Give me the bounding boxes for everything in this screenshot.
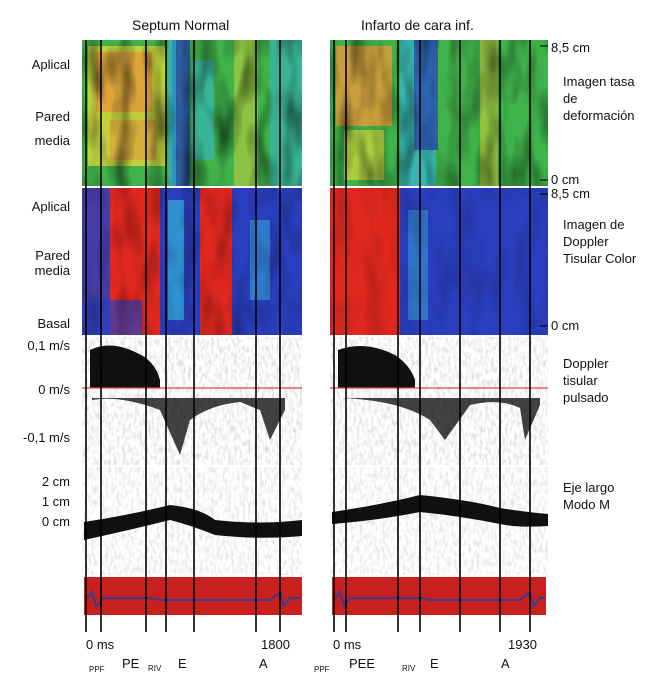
label-strain-2: de <box>563 91 578 106</box>
left-pw-doppler-panel <box>82 337 302 465</box>
left-axis-start: 0 ms <box>86 637 115 652</box>
right-timing-lines <box>333 40 531 632</box>
label-pared-tdi: Pared <box>35 248 70 263</box>
label-distance-0: 0 cm <box>41 514 70 529</box>
left-ecg-panel <box>84 577 302 615</box>
right-column-title: Infarto de cara inf. <box>361 17 474 33</box>
label-velocity-zero: 0 m/s <box>38 382 70 397</box>
right-pee-label: PEE <box>349 656 376 671</box>
label-velocity-neg: -0,1 m/s <box>23 430 70 445</box>
left-a-label: A <box>259 656 268 671</box>
left-e-label: E <box>178 656 187 671</box>
right-tdi-panel <box>330 188 548 335</box>
label-tdi-1: Imagen de <box>563 217 625 232</box>
label-mmode-1: Eje largo <box>563 480 615 495</box>
left-riv-label: RIV <box>148 664 162 673</box>
left-pe-label: PE <box>122 656 140 671</box>
left-timing-lines <box>85 40 281 632</box>
label-tdi-2: Doppler <box>563 234 609 249</box>
right-pw-doppler-panel <box>330 337 548 465</box>
left-strain-panel <box>82 40 302 186</box>
label-strain-3: deformación <box>563 108 635 123</box>
right-e-label: E <box>430 656 439 671</box>
left-mmode-panel <box>82 467 302 575</box>
label-basal: Basal <box>37 316 70 331</box>
label-media-strain: media <box>34 133 70 148</box>
label-pw-2: tisular <box>563 373 598 388</box>
label-cm-top-strain: 8,5 cm <box>551 40 591 55</box>
right-axis-end: 1930 <box>508 637 537 652</box>
right-a-label: A <box>501 656 510 671</box>
left-ppf-label: PPF <box>89 665 105 674</box>
label-distance-2: 2 cm <box>41 474 70 489</box>
label-media-tdi: media <box>34 263 70 278</box>
left-tdi-panel <box>82 188 302 335</box>
label-cm-bottom-strain: 0 cm <box>551 172 580 187</box>
label-cm-bottom-tdi: 0 cm <box>551 318 580 333</box>
label-cm-top-tdi: 8,5 cm <box>551 186 591 201</box>
right-ecg-panel <box>332 577 546 615</box>
label-tdi-3: Tisular Color <box>563 251 637 266</box>
label-distance-1: 1 cm <box>41 494 70 509</box>
left-column-title: Septum Normal <box>132 17 230 33</box>
right-mmode-panel <box>330 467 548 575</box>
right-strain-panel <box>330 40 548 186</box>
right-ppf-label: PPF <box>314 665 330 674</box>
label-aplical-strain: Aplical <box>31 57 70 72</box>
label-mmode-2: Modo M <box>563 497 610 512</box>
right-riv-label: RIV <box>402 664 416 673</box>
label-velocity-pos: 0,1 m/s <box>27 338 70 353</box>
label-strain-1: Imagen tasa <box>563 74 635 89</box>
label-pw-1: Doppler <box>563 356 609 371</box>
label-pw-3: pulsado <box>563 390 609 405</box>
label-pared-strain: Pared <box>35 109 70 124</box>
right-axis-start: 0 ms <box>333 637 362 652</box>
label-aplical-tdi: Aplical <box>31 199 70 214</box>
left-axis-end: 1800 <box>261 637 290 652</box>
